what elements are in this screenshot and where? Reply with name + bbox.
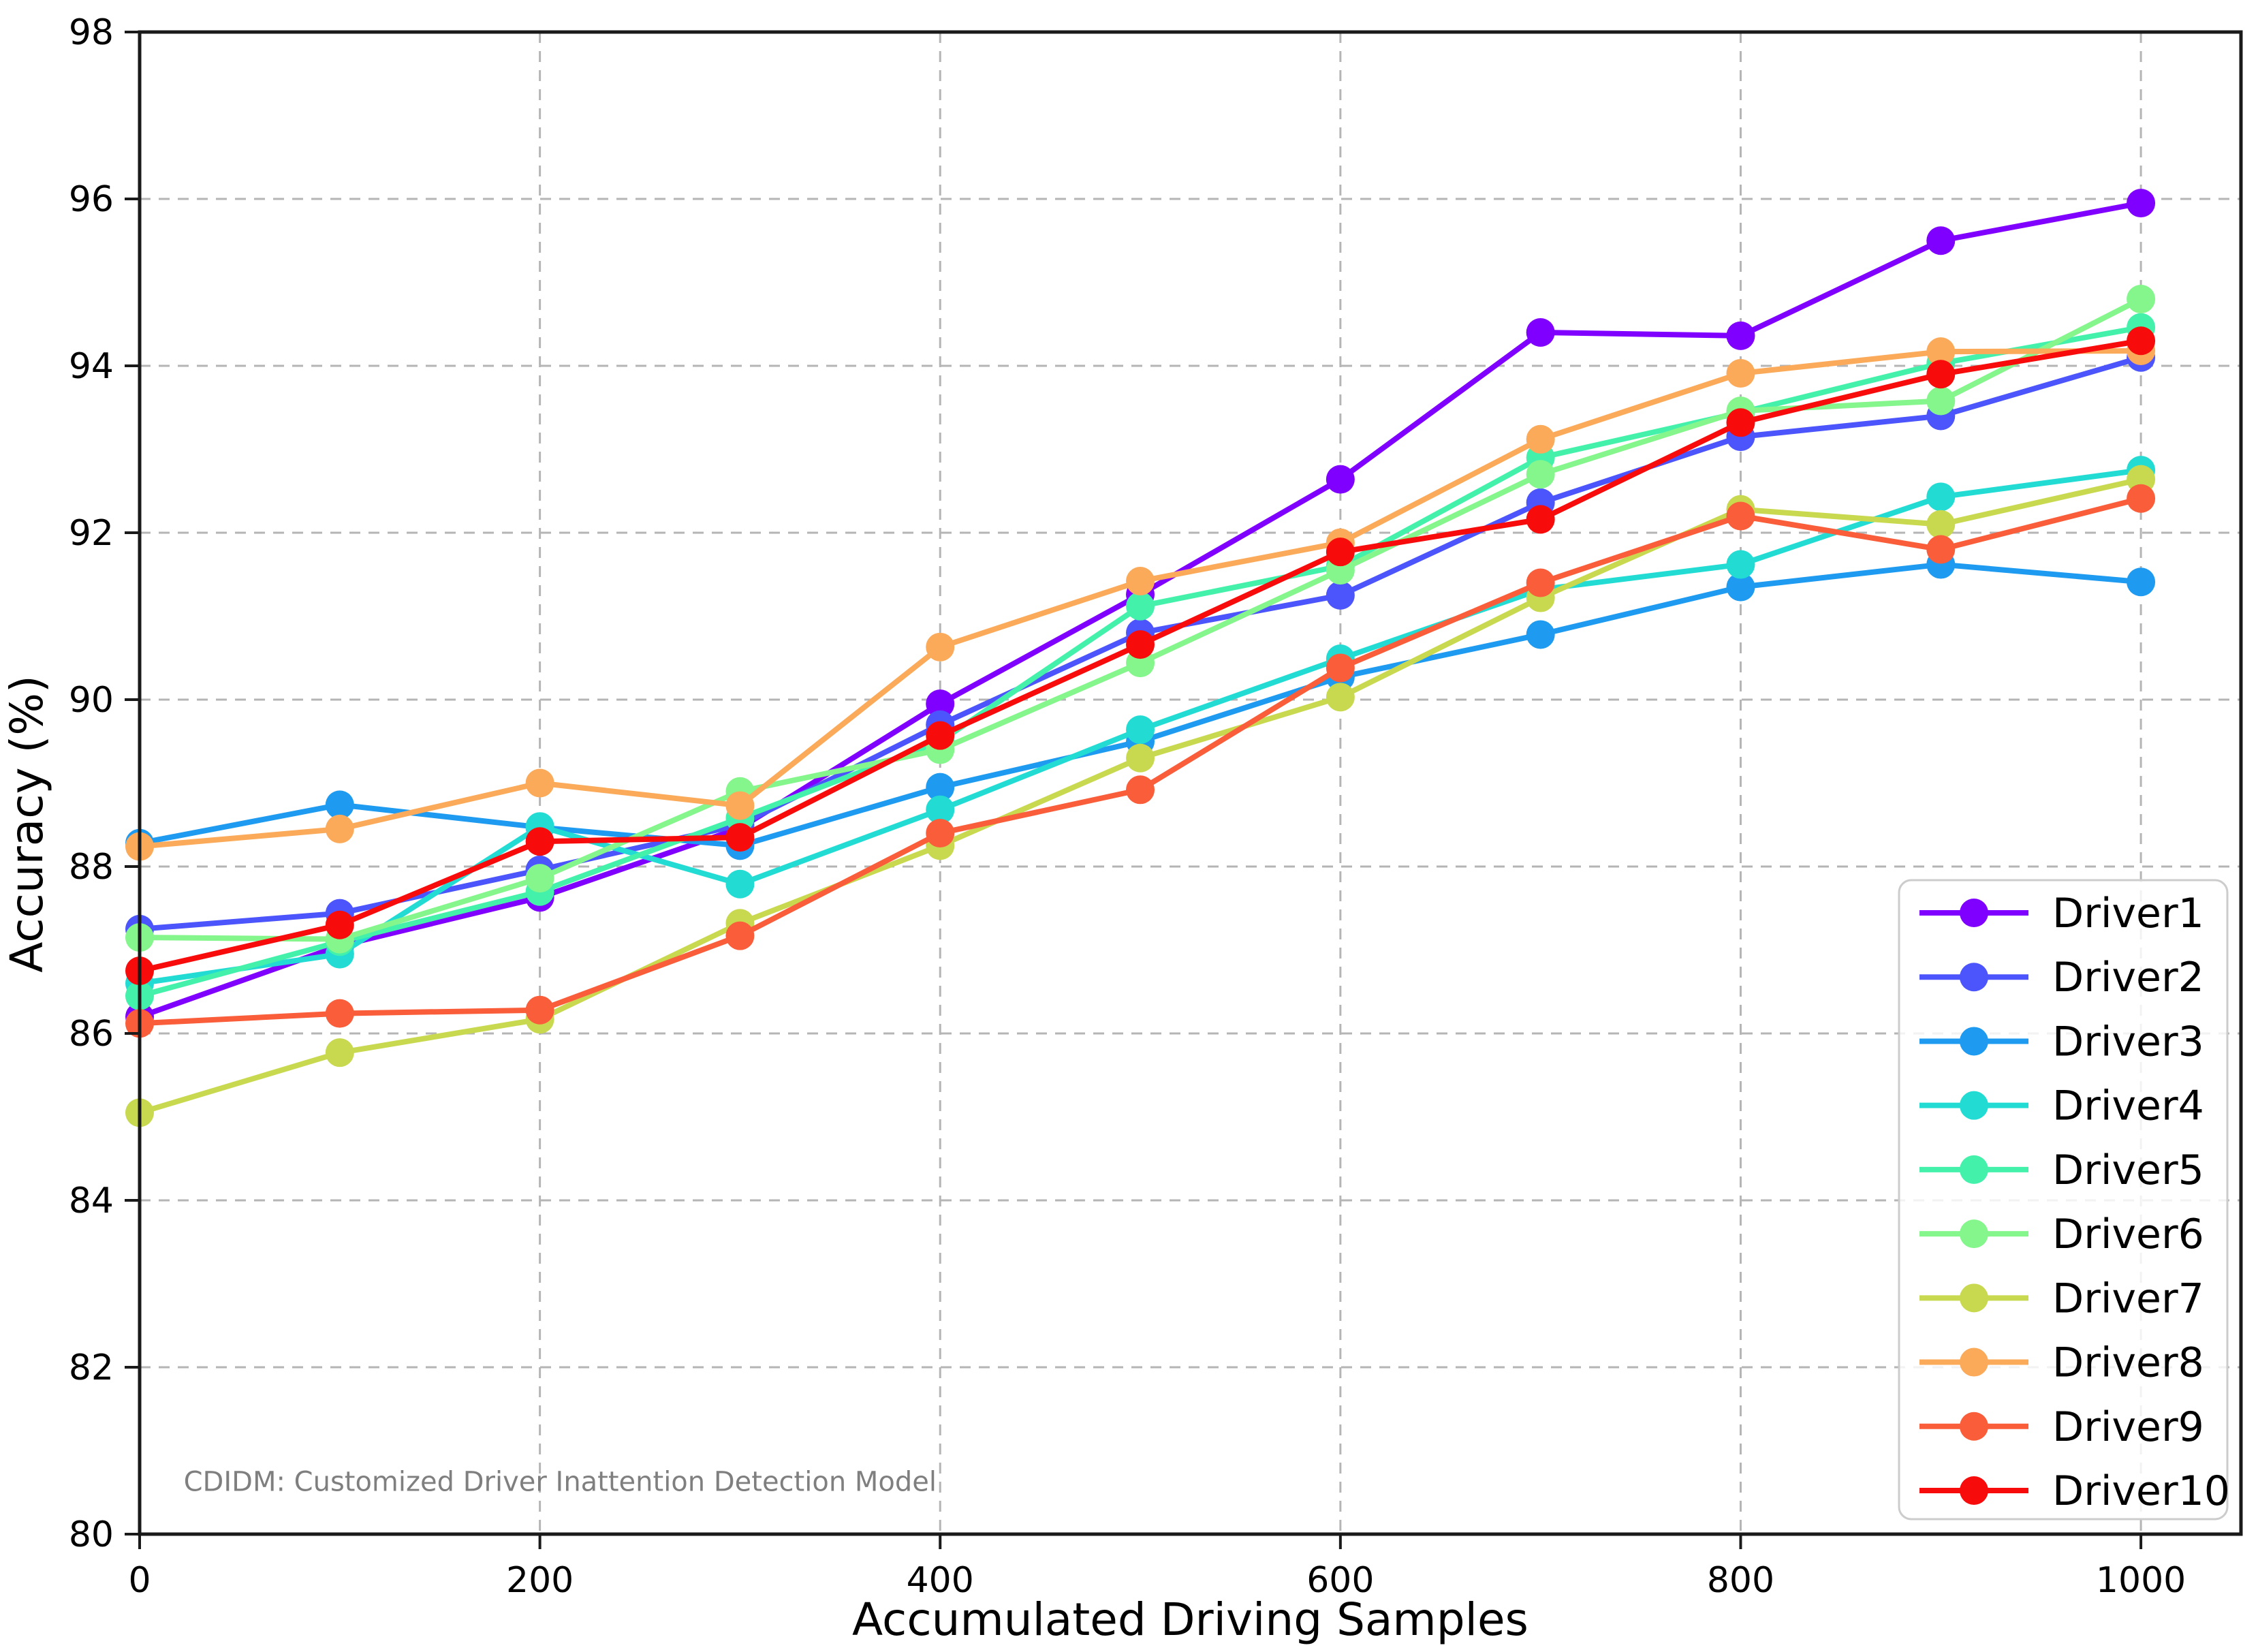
- x-tick-label-600: 600: [1306, 1560, 1374, 1601]
- data-point-driver5-x500: [1126, 591, 1155, 621]
- legend-marker-driver4: [1960, 1091, 1988, 1120]
- y-tick-label-98: 98: [69, 12, 114, 53]
- legend-label-driver2: Driver2: [2052, 954, 2204, 1001]
- y-tick-label-86: 86: [69, 1014, 114, 1055]
- data-point-driver3-x400: [926, 773, 955, 802]
- data-point-driver1-x400: [926, 689, 955, 719]
- data-point-driver9-x200: [525, 995, 554, 1025]
- data-point-driver6-x200: [525, 864, 554, 893]
- legend-marker-driver7: [1960, 1283, 1988, 1313]
- data-point-driver9-x300: [725, 921, 755, 950]
- data-point-driver2-x600: [1326, 580, 1355, 610]
- data-point-driver7-x500: [1126, 743, 1155, 773]
- legend-marker-driver1: [1960, 899, 1988, 927]
- data-point-driver8-x700: [1526, 424, 1555, 454]
- data-point-driver6-x700: [1526, 460, 1555, 489]
- data-point-driver6-x900: [1926, 386, 1956, 416]
- data-point-driver9-x900: [1926, 535, 1956, 564]
- data-point-driver7-x100: [325, 1038, 354, 1067]
- legend-label-driver1: Driver1: [2052, 890, 2204, 937]
- data-point-driver10-x700: [1526, 505, 1555, 534]
- legend-marker-driver8: [1960, 1347, 1988, 1377]
- data-point-driver9-x400: [926, 819, 955, 847]
- plot-frame: [138, 30, 2243, 1536]
- legend-label-driver4: Driver4: [2052, 1082, 2204, 1130]
- data-point-driver9-x100: [325, 999, 354, 1028]
- y-tick-label-94: 94: [69, 346, 114, 387]
- data-point-driver8-x800: [1726, 359, 1755, 388]
- data-point-driver1-x1000: [2127, 189, 2156, 218]
- data-point-driver8-x900: [1926, 337, 1956, 367]
- legend-marker-driver2: [1960, 963, 1988, 992]
- data-point-driver3-x100: [325, 790, 354, 820]
- data-point-driver10-x200: [525, 827, 554, 856]
- data-point-driver10-x1000: [2127, 326, 2156, 356]
- data-point-driver10-x300: [725, 823, 755, 852]
- y-tick-label-80: 80: [69, 1514, 114, 1555]
- legend-marker-driver3: [1960, 1027, 1988, 1056]
- y-axis-label: Accuracy (%): [1, 675, 53, 973]
- data-point-driver9-x500: [1126, 775, 1155, 805]
- x-tick-label-1000: 1000: [2096, 1560, 2186, 1601]
- data-point-driver10-x800: [1726, 408, 1755, 437]
- legend-marker-driver10: [1960, 1476, 1988, 1505]
- data-point-driver10-x500: [1126, 630, 1155, 659]
- legend-label-driver3: Driver3: [2052, 1018, 2204, 1065]
- y-tick-label-84: 84: [69, 1181, 114, 1221]
- data-point-driver10-x400: [926, 721, 955, 750]
- data-point-driver10-x100: [325, 910, 354, 939]
- data-point-driver8-x300: [725, 791, 755, 820]
- data-point-driver4-x300: [725, 869, 755, 899]
- legend-label-driver6: Driver6: [2052, 1211, 2204, 1258]
- x-tick-label-200: 200: [506, 1560, 574, 1601]
- y-tick-label-90: 90: [69, 680, 114, 721]
- data-point-driver9-x1000: [2127, 484, 2156, 513]
- data-point-driver6-x1000: [2127, 285, 2156, 313]
- legend-label-driver7: Driver7: [2052, 1275, 2204, 1322]
- legend-marker-driver6: [1960, 1219, 1988, 1249]
- y-tick-label-82: 82: [69, 1347, 114, 1388]
- data-point-driver8-x100: [325, 814, 354, 843]
- data-point-driver3-x700: [1526, 620, 1555, 649]
- legend-label-driver10: Driver10: [2052, 1467, 2230, 1515]
- x-tick-label-400: 400: [907, 1560, 974, 1601]
- legend-label-driver8: Driver8: [2052, 1339, 2204, 1387]
- y-tick-label-88: 88: [69, 847, 114, 888]
- legend-marker-driver9: [1960, 1412, 1988, 1441]
- data-point-driver9-x800: [1726, 501, 1755, 531]
- x-tick-label-800: 800: [1707, 1560, 1774, 1601]
- legend-label-driver5: Driver5: [2052, 1147, 2204, 1194]
- data-point-driver8-x500: [1126, 567, 1155, 596]
- data-point-driver4-x800: [1726, 550, 1755, 579]
- data-point-driver8-x200: [525, 768, 554, 798]
- data-point-driver1-x900: [1926, 226, 1956, 255]
- data-point-driver4-x400: [926, 795, 955, 824]
- data-point-driver1-x800: [1726, 321, 1755, 350]
- y-tick-label-92: 92: [69, 513, 114, 554]
- annotation-cdidm: CDIDM: Customized Driver Inattention Det…: [184, 1466, 937, 1497]
- data-point-driver4-x500: [1126, 715, 1155, 745]
- data-point-driver10-x900: [1926, 360, 1956, 389]
- legend-marker-driver5: [1960, 1155, 1988, 1184]
- data-point-driver10-x600: [1326, 537, 1355, 567]
- data-point-driver9-x700: [1526, 568, 1555, 597]
- data-point-driver8-x400: [926, 632, 955, 661]
- data-point-driver7-x900: [1926, 510, 1956, 539]
- data-point-driver1-x700: [1526, 318, 1555, 347]
- data-point-driver3-x800: [1726, 572, 1755, 602]
- plot-area: [140, 32, 2241, 1534]
- legend-label-driver9: Driver9: [2052, 1403, 2204, 1451]
- x-axis-label: Accumulated Driving Samples: [852, 1593, 1528, 1646]
- x-tick-label-0: 0: [128, 1560, 151, 1601]
- data-point-driver9-x600: [1326, 653, 1355, 683]
- data-point-driver1-x600: [1326, 465, 1355, 494]
- data-point-driver4-x900: [1926, 482, 1956, 512]
- data-point-driver3-x1000: [2127, 567, 2156, 597]
- data-point-driver7-x600: [1326, 683, 1355, 712]
- y-tick-label-96: 96: [69, 179, 114, 220]
